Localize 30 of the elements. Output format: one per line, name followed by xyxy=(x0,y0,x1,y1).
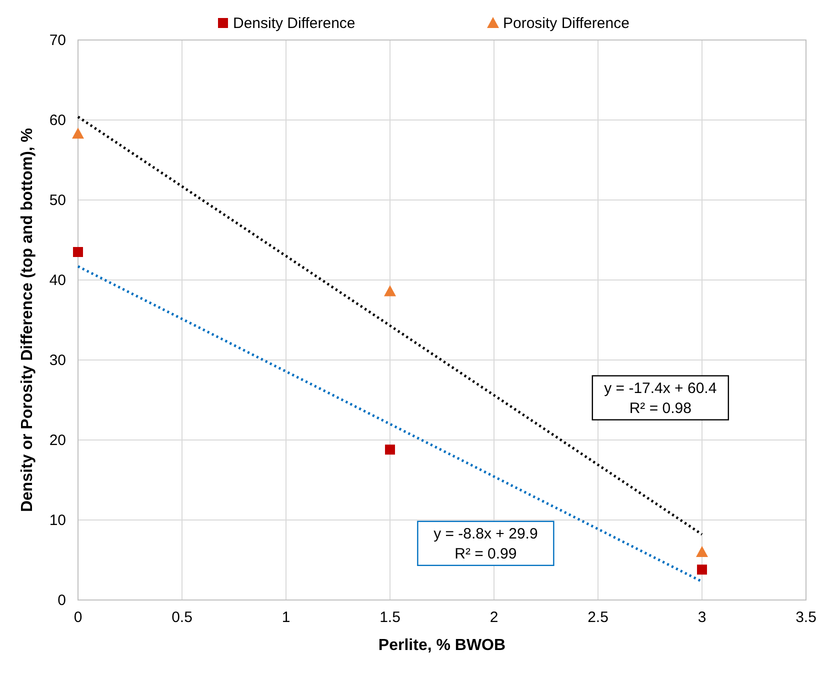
x-tick-label: 2.5 xyxy=(588,609,608,626)
annotation: R² = 0.98 xyxy=(629,400,692,417)
point xyxy=(697,564,707,575)
y-axis-title: Density or Porosity Difference (top and bottom), % xyxy=(19,128,36,512)
x-tick-label: 0 xyxy=(74,609,82,626)
x-tick-label: 1.5 xyxy=(380,609,400,626)
x-tick-label: 3.5 xyxy=(796,609,816,626)
point xyxy=(696,546,708,557)
point xyxy=(385,444,395,455)
annotation: y = -17.4x + 60.4 xyxy=(604,380,717,397)
y-tick-label: 10 xyxy=(49,512,66,529)
legend-label: Porosity Difference xyxy=(503,15,630,32)
y-tick-label: 30 xyxy=(49,352,66,369)
legend-label: Density Difference xyxy=(233,15,356,32)
x-axis-title: Perlite, % BWOB xyxy=(378,637,506,654)
annotation: R² = 0.99 xyxy=(454,545,517,562)
x-tick-label: 0.5 xyxy=(172,609,192,626)
point xyxy=(73,247,83,257)
y-tick-label: 60 xyxy=(49,112,66,129)
y-tick-label: 20 xyxy=(49,432,66,449)
y-tick-label: 50 xyxy=(49,192,66,209)
y-tick-label: 0 xyxy=(58,592,66,609)
y-tick-label: 70 xyxy=(49,32,66,49)
point xyxy=(384,285,396,296)
y-tick-label: 40 xyxy=(49,272,66,289)
x-tick-label: 1 xyxy=(282,609,290,626)
x-tick-label: 2 xyxy=(490,609,498,626)
annotation: y = -8.8x + 29.9 xyxy=(434,525,538,542)
x-tick-label: 3 xyxy=(698,609,706,626)
point xyxy=(72,128,84,139)
